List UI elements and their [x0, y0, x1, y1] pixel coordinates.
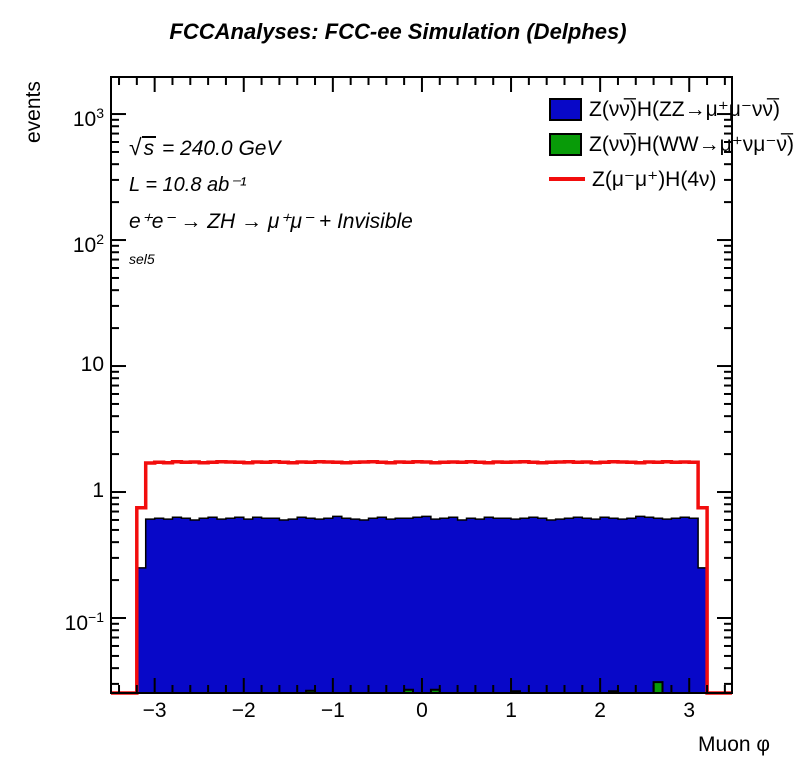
- legend-label-ww: Z(νν̅)H(WW→μ⁺νμ⁻ν̅): [589, 132, 794, 156]
- energy-value: = 240.0 GeV: [156, 137, 281, 160]
- x-tick-label: −3: [142, 699, 167, 722]
- legend-marker-zz: [549, 97, 582, 121]
- y-tick-label: 1: [92, 479, 104, 503]
- plot-title: FCCAnalyses: FCC-ee Simulation (Delphes): [169, 19, 627, 44]
- x-tick-label: 3: [683, 699, 696, 722]
- sqrt-symbol: √: [129, 134, 142, 160]
- annotation-process: e⁺e⁻ → ZH → μ⁺μ⁻ + Invisible: [129, 210, 413, 233]
- legend: Z(νν̅)H(ZZ→μ⁺μ⁻νν̅) Z(νν̅)H(WW→μ⁺νμ⁻ν̅) …: [549, 97, 794, 202]
- legend-entry-zz: Z(νν̅)H(ZZ→μ⁺μ⁻νν̅): [549, 97, 794, 121]
- y-tick-label: 10: [80, 353, 104, 377]
- x-tick-label: 2: [594, 699, 606, 722]
- histogram-line-2: [111, 459, 732, 695]
- annotation-selection: sel5: [129, 251, 155, 267]
- legend-entry-signal: Z(μ⁻μ⁺)H(4ν): [549, 167, 794, 191]
- x-tick-label: −1: [320, 699, 345, 722]
- legend-marker-ww: [549, 132, 582, 156]
- x-tick-label: −2: [231, 699, 256, 722]
- x-axis-title: Muon φ: [698, 733, 770, 756]
- legend-entry-ww: Z(νν̅)H(WW→μ⁺νμ⁻ν̅): [549, 132, 794, 156]
- legend-marker-signal: [549, 177, 585, 181]
- annotation-luminosity: L = 10.8 ab⁻¹: [129, 174, 247, 196]
- plot-frame: [110, 76, 733, 694]
- annotation-energy: √s = 240.0 GeV: [129, 134, 280, 161]
- legend-label-signal: Z(μ⁻μ⁺)H(4ν): [592, 167, 717, 191]
- x-tick-label: 0: [416, 699, 428, 722]
- histogram-fill-0: [136, 515, 708, 694]
- x-tick-label: 1: [505, 699, 517, 722]
- y-tick-label: 103: [72, 105, 104, 132]
- y-tick-label: 10−1: [64, 609, 104, 635]
- y-tick-label: 102: [72, 231, 104, 258]
- legend-label-zz: Z(νν̅)H(ZZ→μ⁺μ⁻νν̅): [589, 97, 780, 121]
- sqrt-argument: s: [141, 136, 157, 160]
- y-axis-title: events: [22, 81, 45, 143]
